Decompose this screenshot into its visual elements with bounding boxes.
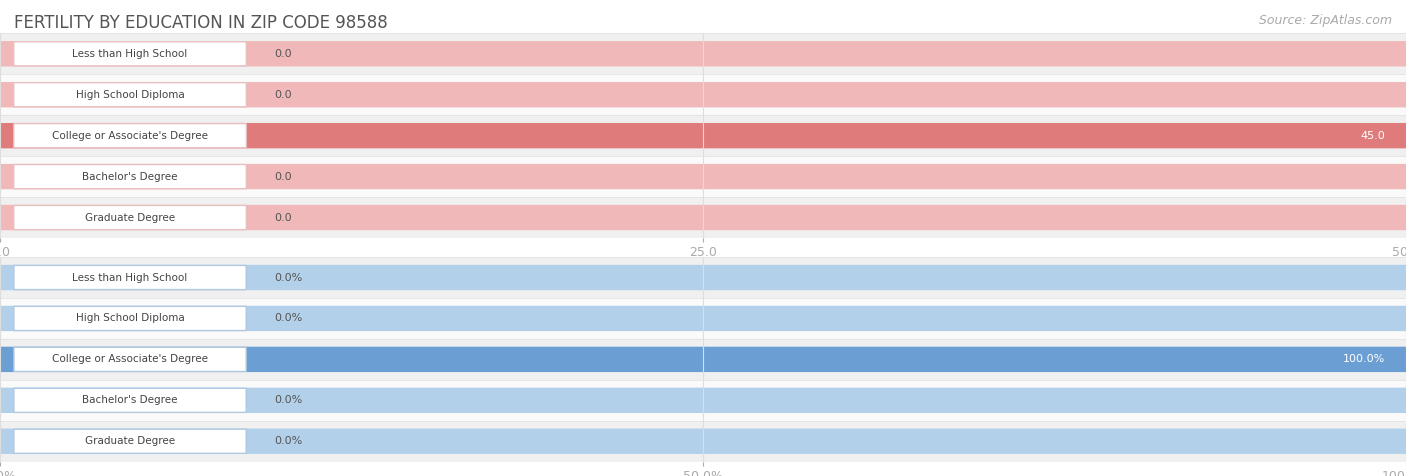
Bar: [0, 74, 1406, 115]
FancyBboxPatch shape: [0, 205, 1406, 230]
FancyBboxPatch shape: [14, 42, 246, 66]
FancyBboxPatch shape: [14, 83, 246, 107]
Bar: [0, 257, 1406, 298]
Text: College or Associate's Degree: College or Associate's Degree: [52, 130, 208, 141]
Bar: [0, 421, 1406, 462]
Text: Bachelor's Degree: Bachelor's Degree: [83, 395, 177, 406]
Bar: [0, 115, 1406, 156]
FancyBboxPatch shape: [14, 165, 246, 188]
Text: College or Associate's Degree: College or Associate's Degree: [52, 354, 208, 365]
Text: 0.0: 0.0: [274, 212, 292, 223]
Bar: [0, 156, 1406, 197]
Bar: [0, 33, 1406, 74]
Text: Graduate Degree: Graduate Degree: [84, 436, 176, 446]
FancyBboxPatch shape: [0, 265, 1406, 290]
FancyBboxPatch shape: [0, 347, 1406, 372]
FancyBboxPatch shape: [0, 164, 1406, 189]
Text: 100.0%: 100.0%: [1343, 354, 1385, 365]
FancyBboxPatch shape: [0, 306, 1406, 331]
Bar: [0, 197, 1406, 238]
Text: Source: ZipAtlas.com: Source: ZipAtlas.com: [1258, 14, 1392, 27]
FancyBboxPatch shape: [0, 387, 1406, 413]
Text: 45.0: 45.0: [1360, 130, 1385, 141]
FancyBboxPatch shape: [14, 124, 246, 148]
Text: 0.0: 0.0: [274, 49, 292, 59]
FancyBboxPatch shape: [0, 123, 1406, 149]
FancyBboxPatch shape: [0, 41, 1406, 67]
Bar: [0, 298, 1406, 339]
FancyBboxPatch shape: [14, 266, 246, 289]
Text: 0.0%: 0.0%: [274, 313, 302, 324]
Text: Graduate Degree: Graduate Degree: [84, 212, 176, 223]
Text: High School Diploma: High School Diploma: [76, 313, 184, 324]
FancyBboxPatch shape: [14, 388, 246, 412]
Text: Less than High School: Less than High School: [73, 272, 187, 283]
Text: Bachelor's Degree: Bachelor's Degree: [83, 171, 177, 182]
Text: 0.0: 0.0: [274, 171, 292, 182]
FancyBboxPatch shape: [14, 206, 246, 229]
Text: Less than High School: Less than High School: [73, 49, 187, 59]
Text: 0.0%: 0.0%: [274, 436, 302, 446]
Text: 0.0%: 0.0%: [274, 395, 302, 406]
Bar: [0, 339, 1406, 380]
Text: 0.0%: 0.0%: [274, 272, 302, 283]
Text: 0.0: 0.0: [274, 89, 292, 100]
FancyBboxPatch shape: [0, 82, 1406, 108]
FancyBboxPatch shape: [14, 429, 246, 453]
FancyBboxPatch shape: [0, 428, 1406, 454]
Bar: [0, 380, 1406, 421]
FancyBboxPatch shape: [14, 347, 246, 371]
Text: High School Diploma: High School Diploma: [76, 89, 184, 100]
Text: FERTILITY BY EDUCATION IN ZIP CODE 98588: FERTILITY BY EDUCATION IN ZIP CODE 98588: [14, 14, 388, 32]
FancyBboxPatch shape: [14, 307, 246, 330]
